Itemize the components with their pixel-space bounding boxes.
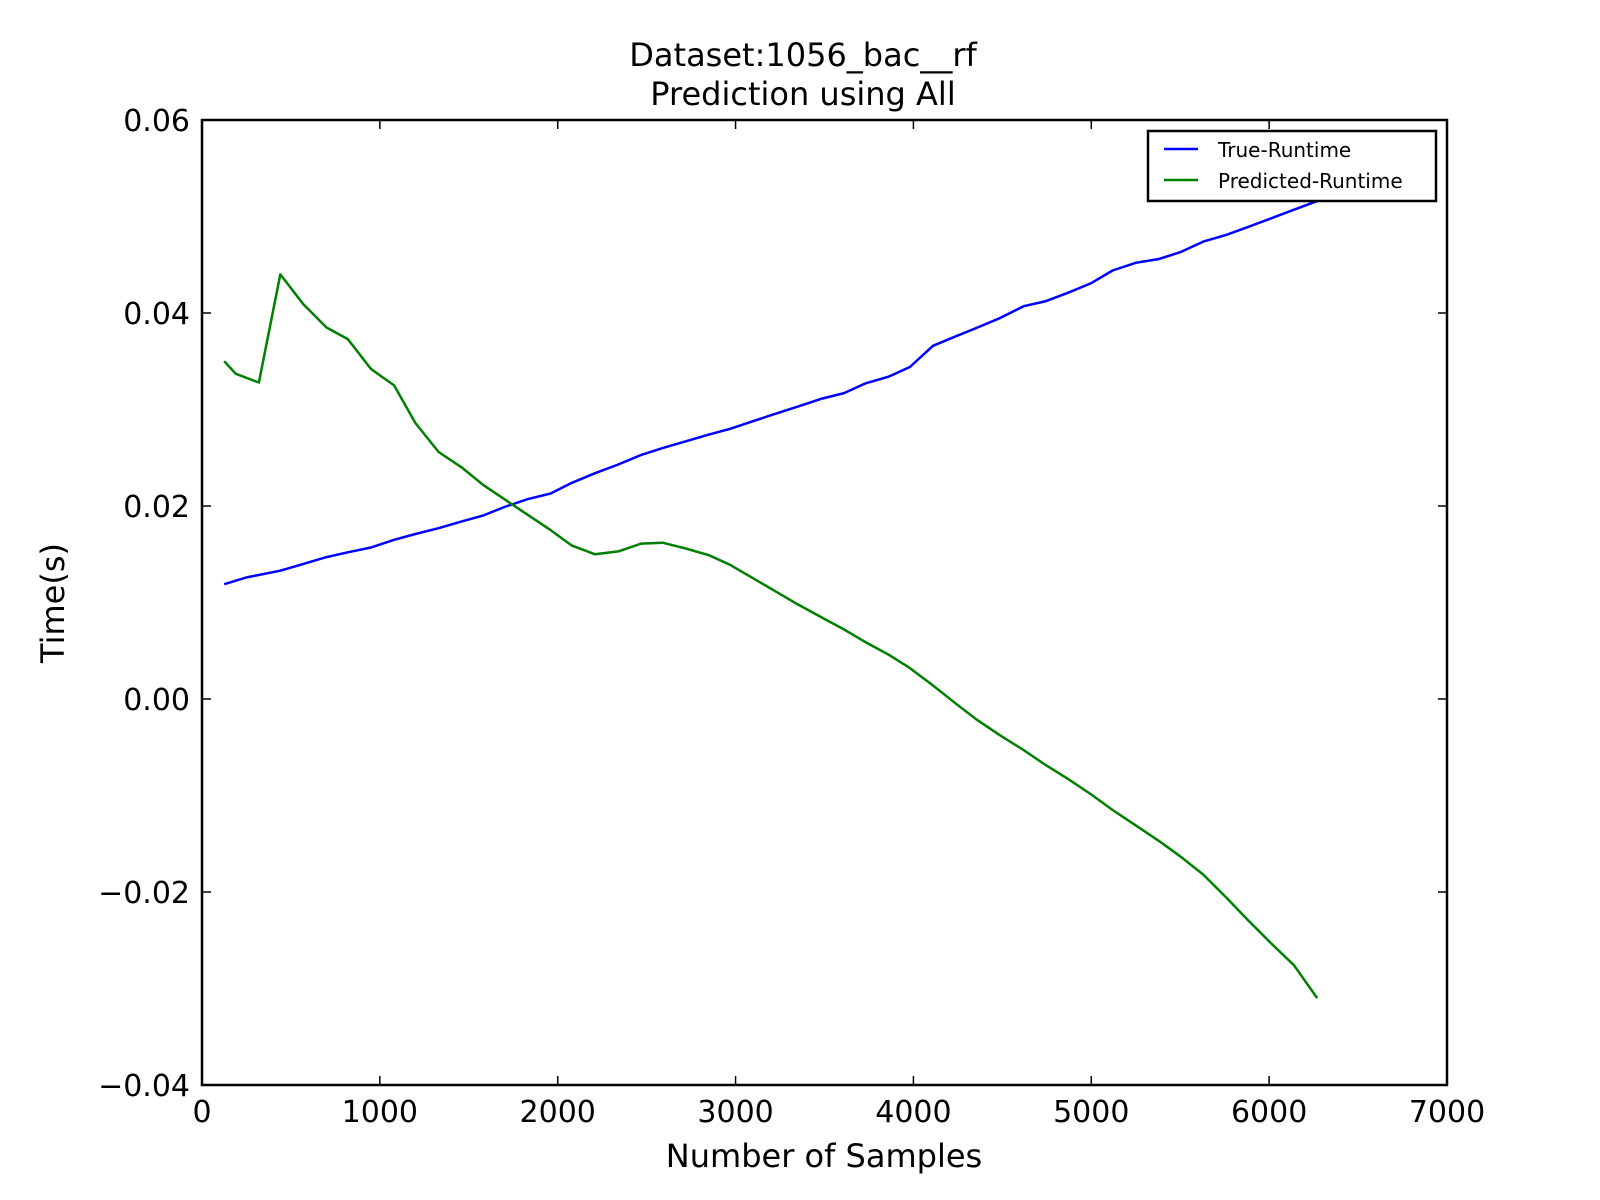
series-layer [223, 199, 1319, 999]
x-tick-label: 4000 [875, 1095, 951, 1130]
y-tick-label: 0.06 [123, 104, 190, 139]
series-line-predicted-runtime [223, 273, 1319, 999]
x-tick-label: 6000 [1231, 1095, 1307, 1130]
legend: True-Runtime Predicted-Runtime [1146, 129, 1438, 203]
x-tick-label: 7000 [1409, 1095, 1485, 1130]
y-tick-label: 0.02 [123, 490, 190, 525]
x-tick-label: 1000 [342, 1095, 418, 1130]
x-tick-label: 3000 [697, 1095, 773, 1130]
y-tick-label: −0.02 [98, 876, 190, 911]
x-tick-label: 5000 [1053, 1095, 1129, 1130]
chart-subtitle: Prediction using All [650, 75, 955, 113]
ticks-layer: 0 1000 2000 3000 4000 5000 6000 7000 −0.04 −0.02 0… [98, 104, 1485, 1130]
y-axis-label: Time(s) [34, 543, 72, 664]
legend-label-true-runtime: True-Runtime [1217, 138, 1351, 162]
x-tick-label: 2000 [520, 1095, 596, 1130]
series-line-true-runtime [223, 199, 1318, 586]
legend-label-predicted-runtime: Predicted-Runtime [1218, 169, 1403, 193]
y-tick-label: 0.00 [123, 683, 190, 718]
y-tick-label: 0.04 [123, 297, 190, 332]
x-axis-label: Number of Samples [666, 1137, 982, 1175]
legend-box [1146, 129, 1438, 203]
chart-title: Dataset:1056_bac__rf [629, 36, 977, 74]
plot-area-frame [200, 118, 1449, 1087]
y-tick-label: −0.04 [98, 1069, 190, 1104]
x-tick-label: 0 [192, 1095, 211, 1130]
